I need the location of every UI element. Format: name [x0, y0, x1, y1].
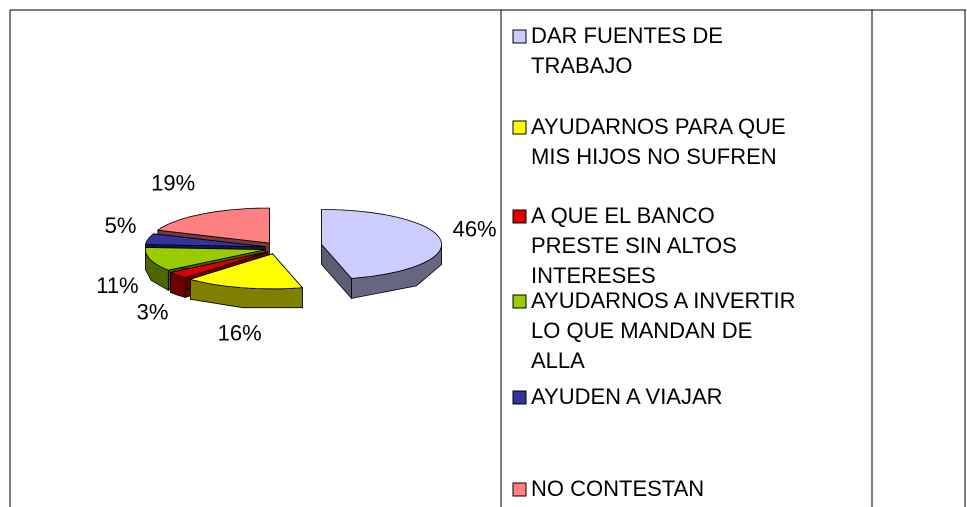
legend-label: MIS HIJOS NO SUFREN — [531, 144, 777, 169]
data-label: 46% — [453, 216, 497, 241]
legend-label: AYUDARNOS A INVERTIR — [531, 288, 795, 313]
data-label: 11% — [96, 273, 138, 298]
data-label: 3% — [137, 299, 169, 324]
legend-label: LO QUE MANDAN DE — [531, 318, 752, 343]
slice — [144, 247, 266, 271]
legend-label: AYUDARNOS PARA QUE — [531, 114, 786, 139]
legend-swatch — [512, 120, 527, 135]
slice — [321, 209, 442, 279]
legend-label: NO CONTESTAN — [531, 476, 704, 501]
legend-swatch — [512, 294, 527, 309]
legend-label: INTERESES — [531, 263, 656, 288]
slice — [188, 253, 304, 290]
legend-label: DAR FUENTES DE — [531, 23, 723, 48]
slice — [156, 207, 270, 244]
slice — [169, 251, 268, 278]
legend-label: AYUDEN A VIAJAR — [531, 384, 723, 409]
legend-swatch — [512, 390, 527, 405]
legend-label: A QUE EL BANCO — [531, 203, 715, 228]
legend-swatch — [512, 29, 527, 44]
data-label: 16% — [218, 321, 262, 346]
data-label: 5% — [105, 213, 137, 238]
legend-label: PRESTE SIN ALTOS — [531, 233, 737, 258]
slice — [144, 233, 266, 248]
data-label: 19% — [151, 171, 195, 196]
legend-label: TRABAJO — [531, 53, 632, 78]
legend-label: ALLA — [531, 348, 585, 373]
legend-swatch — [512, 209, 527, 224]
legend-swatch — [512, 482, 527, 497]
